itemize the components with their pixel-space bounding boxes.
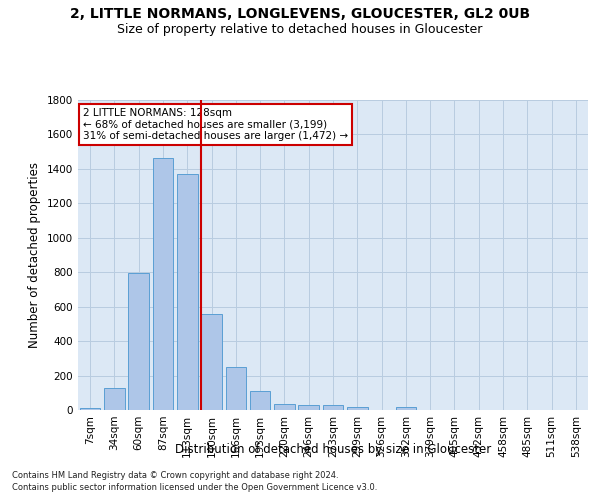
Bar — [250, 391, 271, 410]
Text: 2 LITTLE NORMANS: 128sqm
← 68% of detached houses are smaller (3,199)
31% of sem: 2 LITTLE NORMANS: 128sqm ← 68% of detach… — [83, 108, 348, 141]
Bar — [128, 273, 149, 410]
Bar — [152, 158, 173, 410]
Text: Size of property relative to detached houses in Gloucester: Size of property relative to detached ho… — [118, 22, 482, 36]
Y-axis label: Number of detached properties: Number of detached properties — [28, 162, 41, 348]
Text: Contains HM Land Registry data © Crown copyright and database right 2024.: Contains HM Land Registry data © Crown c… — [12, 471, 338, 480]
Bar — [274, 404, 295, 410]
Bar — [80, 408, 100, 410]
Bar — [395, 406, 416, 410]
Bar — [177, 174, 197, 410]
Bar — [323, 405, 343, 410]
Bar — [226, 367, 246, 410]
Bar — [347, 408, 368, 410]
Text: 2, LITTLE NORMANS, LONGLEVENS, GLOUCESTER, GL2 0UB: 2, LITTLE NORMANS, LONGLEVENS, GLOUCESTE… — [70, 8, 530, 22]
Bar — [298, 405, 319, 410]
Bar — [104, 388, 125, 410]
Text: Contains public sector information licensed under the Open Government Licence v3: Contains public sector information licen… — [12, 484, 377, 492]
Bar — [201, 314, 222, 410]
Text: Distribution of detached houses by size in Gloucester: Distribution of detached houses by size … — [175, 442, 491, 456]
